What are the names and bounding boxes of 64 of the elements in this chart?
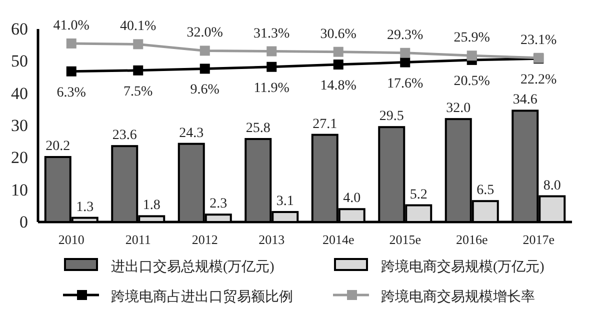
point	[133, 65, 144, 76]
data-label: 23.1%	[520, 32, 558, 48]
x-tick-label: 2011	[125, 232, 151, 247]
data-label: 24.3	[179, 126, 204, 141]
legend-label: 跨境电商交易规模(万亿元)	[381, 259, 545, 275]
x-tick-label: 2013	[258, 232, 285, 247]
point	[400, 48, 410, 58]
point	[266, 62, 277, 72]
point	[333, 60, 344, 70]
point	[266, 46, 277, 56]
data-label: 20.5%	[454, 74, 490, 89]
x-tick-label: 2017e	[522, 232, 555, 247]
data-label: 27.1	[312, 116, 338, 132]
point	[66, 38, 76, 48]
data-label: 8.0	[543, 178, 561, 194]
data-label: 1.8	[142, 198, 160, 214]
data-label: 7.5%	[124, 84, 154, 100]
y-tick-label: 50	[11, 52, 28, 71]
point	[333, 46, 344, 57]
x-tick-label: 2010	[58, 232, 84, 247]
point	[400, 57, 410, 68]
data-label: 3.1	[276, 194, 294, 210]
legend-label: 跨境电商占进出口贸易额比例	[111, 289, 293, 305]
data-label: 11.9%	[254, 80, 290, 96]
data-label: 25.8	[246, 121, 270, 136]
point	[200, 64, 210, 74]
y-tick-label: 60	[11, 20, 28, 38]
y-tick-label: 20	[11, 148, 28, 168]
data-label: 31.3%	[254, 26, 290, 42]
data-label: 22.2%	[520, 72, 558, 88]
y-tick-label: 30	[11, 116, 28, 135]
y-tick-label: 0	[20, 212, 28, 232]
x-tick-label: 2016e	[456, 232, 488, 247]
data-label: 23.6	[112, 128, 137, 144]
data-label: 41.0%	[53, 18, 90, 34]
data-label: 17.6%	[387, 76, 424, 92]
data-label: 29.5	[379, 109, 404, 124]
data-label: 32.0%	[186, 26, 224, 41]
data-label: 20.2	[46, 139, 70, 154]
data-label: 25.9%	[454, 30, 490, 46]
data-label: 34.6	[512, 92, 538, 108]
data-label: 9.6%	[190, 82, 220, 98]
data-label: 30.6%	[320, 26, 357, 42]
point	[133, 39, 144, 50]
point	[466, 50, 477, 61]
point	[200, 46, 210, 56]
data-label: 2.3	[210, 196, 228, 212]
data-label: 4.0	[343, 191, 361, 206]
data-label: 6.5	[476, 183, 494, 198]
data-label: 6.3%	[56, 85, 86, 100]
x-tick-label: 2015e	[389, 232, 422, 247]
legend-label: 跨境电商交易规模增长率	[381, 289, 535, 305]
data-label: 1.3	[76, 200, 94, 215]
point	[66, 66, 76, 76]
data-label: 32.0	[446, 101, 471, 116]
y-tick-label: 10	[11, 180, 28, 200]
legend-label: 进出口交易总规模(万亿元)	[111, 259, 275, 275]
data-label: 14.8%	[320, 78, 357, 94]
x-tick-label: 2014e	[322, 232, 354, 247]
data-label: 29.3%	[387, 28, 424, 43]
data-label: 40.1%	[120, 19, 157, 34]
y-tick-label: 40	[11, 84, 28, 103]
x-tick-label: 2012	[192, 232, 218, 247]
data-label: 5.2	[410, 187, 428, 202]
